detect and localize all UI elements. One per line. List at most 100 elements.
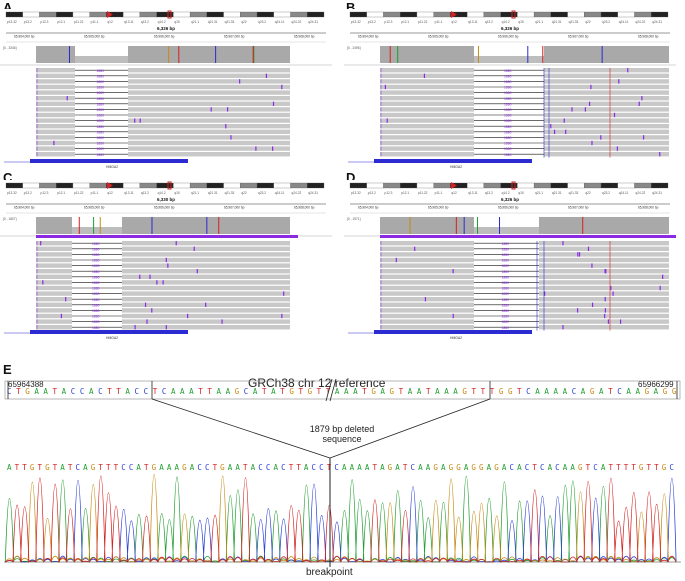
sample-base: G — [449, 463, 454, 472]
ideogram-band — [634, 11, 652, 18]
read — [128, 146, 290, 151]
sample-base: A — [601, 463, 606, 472]
read — [380, 96, 474, 101]
ideogram-band-label: p13.2 — [24, 191, 32, 195]
insertion-marker — [612, 291, 614, 296]
chromosome-ideogram: p13.32 p13.2 p12.3 p12.1 p11.22 p11.1 q12 q13.1… — [349, 10, 669, 24]
ideogram-band-label: q14.2 — [502, 20, 510, 24]
ideogram-band-label: q21.31 — [208, 20, 218, 24]
insertion-marker — [42, 280, 44, 285]
sample-base: T — [403, 463, 408, 472]
insertion-marker — [272, 101, 275, 106]
read — [128, 112, 290, 118]
ideogram-band-label: q22 — [241, 20, 247, 24]
insertion-marker — [281, 84, 283, 90]
sample-base: G — [578, 463, 583, 472]
ideogram-band-label: q21.1 — [535, 20, 543, 24]
ideogram-band — [584, 11, 602, 18]
reference-base: A — [635, 387, 640, 396]
read — [122, 263, 290, 268]
ideogram-band — [433, 11, 451, 18]
coverage-variant-bar — [168, 46, 170, 63]
ideogram-band-label: q12 — [451, 191, 457, 195]
coverage-range-label: [0 - 1807] — [3, 217, 17, 221]
insertion-marker — [210, 107, 212, 112]
sample-base: A — [563, 463, 568, 472]
chromosome-ideogram: p13.32 p13.2 p12.3 p12.1 p11.22 p11.1 q12 q13.1… — [5, 181, 325, 195]
insertion-marker — [618, 79, 620, 84]
reference-box — [4, 380, 681, 400]
ideogram-band — [584, 182, 602, 189]
ideogram-band-label: q12 — [107, 191, 113, 195]
sample-base: T — [647, 463, 652, 472]
ideogram-band-label: q21.1 — [191, 191, 199, 195]
ideogram-band-label: q21.33 — [225, 191, 235, 195]
read — [380, 146, 474, 151]
reference-base: G — [308, 387, 313, 396]
sample-base: T — [631, 463, 636, 472]
ideogram-band-label: q21.33 — [225, 20, 235, 24]
reference-base: C — [7, 387, 12, 396]
ideogram-band-label: q14.2 — [158, 20, 166, 24]
read — [544, 101, 669, 106]
sample-base: A — [395, 463, 400, 472]
sample-base: C — [266, 463, 271, 472]
ideogram-band-label: q23.2 — [602, 20, 610, 24]
coverage-variant-bar — [582, 217, 584, 234]
coverage-track — [36, 217, 290, 234]
insertion-marker — [226, 107, 229, 112]
insertion-marker — [587, 246, 590, 251]
igv-panel-b: p13.32 p13.2 p12.3 p12.1 p11.22 p11.1 q12 q13.1… — [344, 9, 676, 169]
deletion-size-label: 1880 — [97, 108, 105, 112]
ideogram-band — [517, 182, 535, 189]
ideogram-band-label: q21.33 — [569, 191, 579, 195]
ideogram-band-label: q24.22 — [292, 191, 302, 195]
ideogram-band — [600, 182, 618, 189]
deletion-connector-left — [151, 398, 331, 459]
ideogram-band-label: p11.22 — [74, 191, 84, 195]
insertion-marker — [571, 107, 573, 112]
read — [380, 124, 474, 129]
read — [36, 291, 72, 296]
read — [36, 140, 75, 146]
read — [380, 107, 474, 112]
ideogram-band — [273, 182, 291, 189]
ideogram-band — [517, 11, 535, 18]
read — [539, 308, 669, 313]
coverage-variant-bar — [93, 217, 95, 234]
ideogram-band-label: q13.11 — [124, 191, 134, 195]
igv-view: p13.32 p13.2 p12.3 p12.1 p11.22 p11.1 q12 q13.1… — [0, 181, 332, 340]
ideogram-band — [240, 182, 258, 189]
ideogram-band-label: q23.2 — [602, 191, 610, 195]
insertion-marker — [139, 274, 141, 279]
ideogram-band-label: p11.1 — [91, 191, 99, 195]
ideogram-band-label: q23.2 — [258, 20, 266, 24]
sample-base: A — [304, 463, 309, 472]
ideogram-band — [349, 11, 367, 18]
read — [36, 257, 72, 263]
read — [128, 96, 290, 101]
read — [128, 101, 290, 106]
ideogram-band — [550, 182, 568, 189]
read — [380, 257, 474, 263]
ideogram-band-label: p13.32 — [7, 20, 17, 24]
ideogram-band-label: q21.1 — [535, 191, 543, 195]
ruler-tick-label: 65,965,000 bp — [84, 35, 105, 39]
reference-base: A — [43, 387, 48, 396]
read — [539, 280, 669, 285]
read — [36, 112, 75, 118]
coverage-variant-bar — [527, 46, 529, 63]
deletion-size-label: 1880 — [92, 253, 100, 257]
ideogram-band — [189, 11, 207, 18]
sample-base: A — [228, 463, 233, 472]
insertion-marker — [149, 274, 151, 279]
read — [539, 319, 669, 324]
read — [539, 246, 669, 251]
deletion-size-label: 1880 — [92, 298, 100, 302]
ideogram-band-label: q24.31 — [308, 191, 318, 195]
coverage-left — [36, 217, 72, 234]
read — [36, 280, 72, 285]
ideogram-band-label: p11.22 — [418, 191, 428, 195]
read — [380, 241, 474, 246]
